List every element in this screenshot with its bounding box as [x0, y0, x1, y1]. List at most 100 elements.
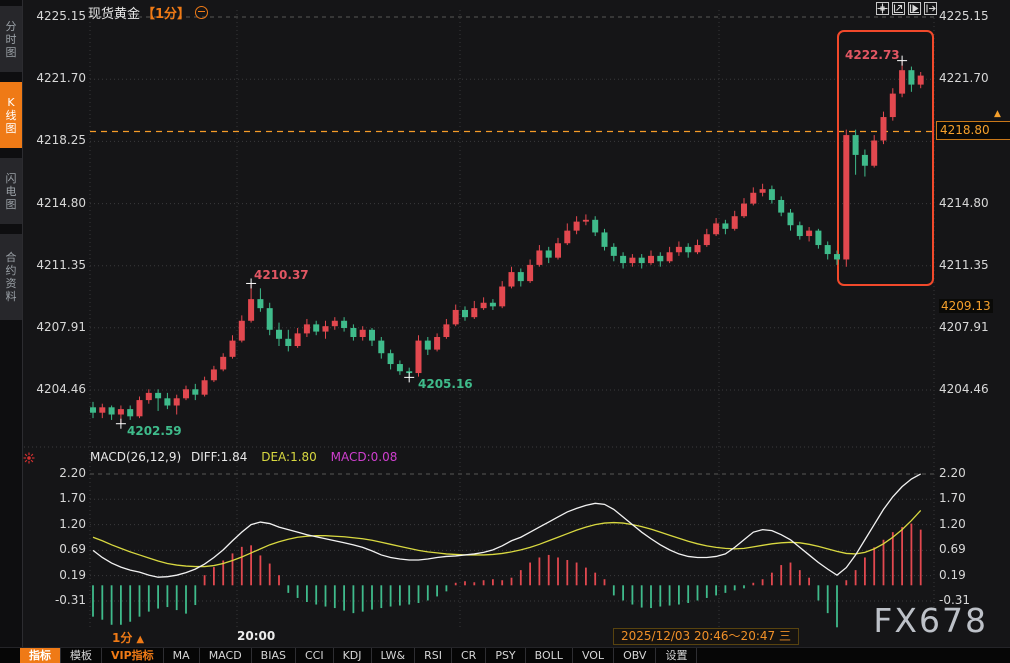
- candle-body: [434, 336, 441, 350]
- candle-body: [703, 234, 710, 246]
- indicator-marker-icon: [24, 453, 28, 457]
- chart-tool-icons: [876, 2, 937, 15]
- candle-body: [871, 140, 878, 166]
- sidebar-tab-2[interactable]: K线图: [0, 82, 22, 148]
- candle-body: [294, 333, 301, 347]
- candle-body: [350, 327, 357, 337]
- candle-body: [880, 117, 887, 141]
- candle-body: [238, 320, 245, 341]
- candle-body: [657, 255, 664, 262]
- sidebar-tab-label: 分时图: [5, 19, 17, 59]
- toolbar-item-CR[interactable]: CR: [452, 648, 487, 663]
- candle-body: [127, 409, 134, 417]
- indicator-marker-icon: [30, 453, 34, 457]
- toolbar-item-VIP指标[interactable]: VIP指标: [102, 648, 164, 663]
- candle-body: [471, 308, 478, 318]
- candle-body: [229, 340, 236, 357]
- sidebar-tab-1[interactable]: 分时图: [0, 6, 22, 72]
- toolbar-item-MA[interactable]: MA: [164, 648, 200, 663]
- indicator-marker-icon: [24, 459, 28, 463]
- toolbar-item-KDJ[interactable]: KDJ: [334, 648, 372, 663]
- candle-body: [564, 230, 571, 244]
- candle-body: [722, 223, 729, 229]
- sidebar-tab-label: K线图: [5, 95, 17, 135]
- toolbar-item-指标[interactable]: 指标: [20, 648, 61, 663]
- toolbar-item-PSY[interactable]: PSY: [486, 648, 526, 663]
- interval-selector-label: 1分: [112, 631, 133, 645]
- sidebar-tab-4[interactable]: 合约资料: [0, 234, 22, 320]
- candle-body: [666, 252, 673, 262]
- candle-body: [508, 272, 515, 287]
- candle-body: [806, 230, 813, 237]
- candle-body: [629, 257, 636, 264]
- interval-selector[interactable]: 1分 ▲: [112, 629, 144, 646]
- candle-body: [322, 326, 329, 332]
- sidebar-tab-label: 合约资料: [5, 251, 17, 303]
- candle-body: [731, 216, 738, 229]
- candle-body: [387, 353, 394, 365]
- candle-body: [452, 309, 459, 325]
- candle-body: [601, 232, 608, 247]
- candle-body: [406, 371, 413, 374]
- candle-body: [415, 340, 422, 374]
- candle-body: [638, 257, 645, 264]
- crosshair-tool-icon[interactable]: [876, 2, 889, 15]
- candle-body: [815, 230, 822, 246]
- toolbar-item-模板[interactable]: 模板: [61, 648, 102, 663]
- macd-indicator-header: MACD(26,12,9) DIFF:1.84 DEA:1.80 MACD:0.…: [90, 450, 397, 464]
- sidebar-tab-3[interactable]: 闪电图: [0, 158, 22, 224]
- toolbar-item-OBV[interactable]: OBV: [614, 648, 657, 663]
- macd-params-label: MACD(26,12,9): [90, 450, 182, 464]
- candle-body: [266, 308, 273, 330]
- toolbar-item-BOLL[interactable]: BOLL: [526, 648, 573, 663]
- candle-body: [741, 203, 747, 217]
- indicator-marker-icon: [30, 459, 34, 463]
- candle-body: [220, 356, 227, 370]
- toolbar-item-LW&[interactable]: LW&: [372, 648, 416, 663]
- candle-body: [713, 223, 720, 235]
- candle-body: [108, 407, 115, 415]
- candle-body: [787, 212, 794, 226]
- toolbar-item-VOL[interactable]: VOL: [573, 648, 615, 663]
- watermark: FX678: [873, 601, 988, 640]
- play-forward-icon[interactable]: [908, 2, 921, 15]
- candle-body: [201, 380, 208, 395]
- toolbar-item-设置[interactable]: 设置: [656, 648, 698, 663]
- toolbar-item-MACD[interactable]: MACD: [200, 648, 252, 663]
- candle-body: [750, 192, 757, 204]
- candle-body: [341, 320, 348, 328]
- macd-diff-line: [92, 473, 922, 578]
- toolbar-item-CCI[interactable]: CCI: [296, 648, 334, 663]
- candle-body: [173, 398, 180, 406]
- candle-body: [536, 250, 543, 265]
- candle-body: [917, 75, 924, 85]
- jump-latest-icon[interactable]: [924, 2, 937, 15]
- candle-body: [759, 189, 766, 193]
- macd-dea-value: DEA:1.80: [261, 450, 317, 464]
- candle-body: [843, 135, 850, 260]
- candle-body: [555, 243, 561, 258]
- candle-body: [359, 329, 366, 337]
- toolbar-item-BIAS[interactable]: BIAS: [252, 648, 296, 663]
- candle-body: [694, 245, 701, 253]
- candle-body: [443, 324, 450, 337]
- collapse-circle-minus-icon[interactable]: [195, 6, 209, 19]
- axis-zoom-icon[interactable]: [892, 2, 905, 15]
- candle-body: [276, 329, 282, 339]
- candle-body: [90, 407, 96, 413]
- symbol-title: 现货黄金: [88, 7, 141, 22]
- candle-body: [778, 199, 785, 213]
- candle-body: [164, 398, 171, 406]
- macd-hist-value: MACD:0.08: [330, 450, 398, 464]
- sidebar-tab-label: 闪电图: [5, 171, 17, 211]
- toolbar-item-RSI[interactable]: RSI: [415, 648, 452, 663]
- bottom-toolbar: 指标 模板 VIP指标 MA MACD BIAS CCI KDJ LW& RSI CR PSY BOLL…: [0, 647, 1010, 663]
- candle-body: [908, 70, 915, 85]
- candle-body: [257, 299, 264, 309]
- interval-tag: 【1分】: [142, 7, 191, 22]
- candle-body: [573, 221, 580, 231]
- candle-body: [685, 246, 692, 253]
- candle-body: [396, 364, 403, 372]
